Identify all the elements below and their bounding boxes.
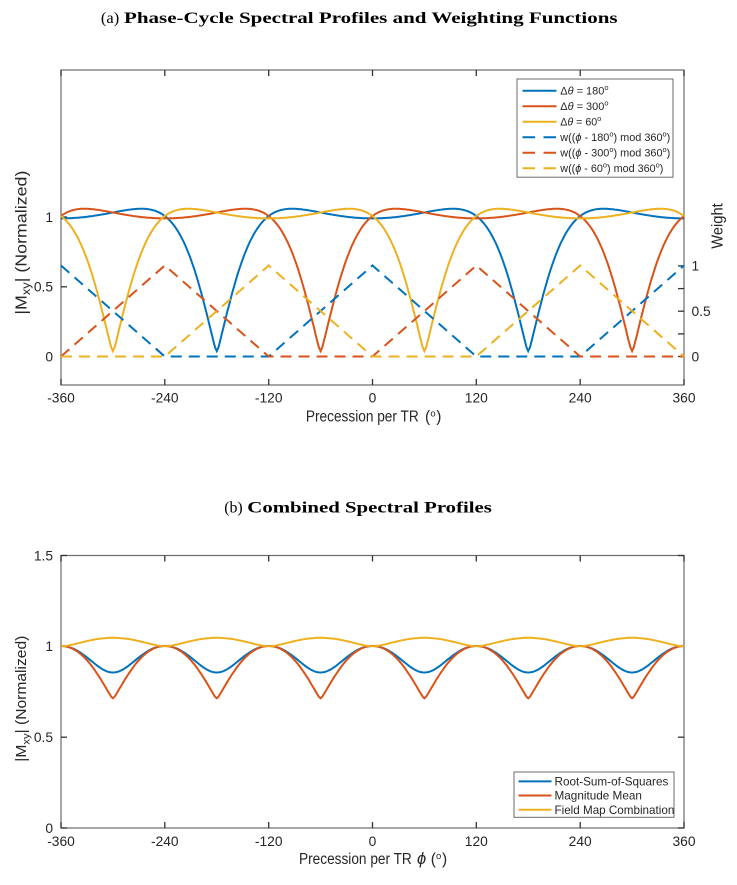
svg-text:1: 1 <box>45 639 53 654</box>
svg-text:0: 0 <box>45 821 53 836</box>
svg-text:360: 360 <box>672 391 695 406</box>
svg-text:|Mxy| (Normalized): |Mxy| (Normalized) <box>14 171 34 315</box>
svg-text:-240: -240 <box>151 834 179 849</box>
svg-text:): ) <box>436 409 441 426</box>
svg-text:0: 0 <box>369 834 377 849</box>
svg-text:Root-Sum-of-Squares: Root-Sum-of-Squares <box>555 776 669 789</box>
svg-text:360: 360 <box>672 834 695 849</box>
svg-text:1.5: 1.5 <box>34 548 54 563</box>
svg-text:0: 0 <box>369 391 377 406</box>
svg-text:-120: -120 <box>255 391 283 406</box>
svg-text:Δθ = 60o: Δθ = 60o <box>560 114 601 129</box>
svg-text:0: 0 <box>45 349 53 364</box>
svg-text:|Mxy| (Normalized): |Mxy| (Normalized) <box>14 636 33 762</box>
svg-text:w((ϕ - 300o) mod 360o): w((ϕ - 300o) mod 360o) <box>559 145 670 160</box>
svg-text:(a): (a) <box>101 10 119 27</box>
svg-text:240: 240 <box>569 391 592 406</box>
svg-text:Magnitude Mean: Magnitude Mean <box>555 790 642 803</box>
svg-text:o: o <box>436 851 441 862</box>
svg-text:1: 1 <box>45 210 53 225</box>
svg-text:Δθ = 300o: Δθ = 300o <box>560 99 608 114</box>
svg-text:-240: -240 <box>151 391 179 406</box>
svg-text:Phase-Cycle Spectral Profiles: Phase-Cycle Spectral Profiles and Weight… <box>124 10 618 27</box>
svg-text:Weight: Weight <box>709 203 726 249</box>
svg-text:Combined Spectral Profiles: Combined Spectral Profiles <box>247 500 492 517</box>
svg-text:(b): (b) <box>224 500 243 517</box>
svg-text:Δθ = 180o: Δθ = 180o <box>560 83 608 98</box>
svg-text:0.5: 0.5 <box>34 730 54 745</box>
svg-text:0: 0 <box>692 349 700 364</box>
svg-text:240: 240 <box>569 834 592 849</box>
svg-text:w((ϕ - 60o) mod 360o): w((ϕ - 60o) mod 360o) <box>559 161 663 176</box>
svg-text:Field Map Combination: Field Map Combination <box>555 804 675 817</box>
svg-text:ϕ: ϕ <box>417 850 426 868</box>
svg-text:120: 120 <box>465 834 488 849</box>
svg-text:(: ( <box>431 851 437 868</box>
svg-text:o: o <box>430 409 435 420</box>
svg-text:w((ϕ - 180o) mod 360o): w((ϕ - 180o) mod 360o) <box>559 130 670 145</box>
svg-text:(: ( <box>425 409 431 426</box>
svg-text:-120: -120 <box>255 834 283 849</box>
svg-text:Precession per TR: Precession per TR <box>306 409 419 426</box>
svg-text:1: 1 <box>692 259 700 274</box>
svg-text:-360: -360 <box>47 834 75 849</box>
svg-text:0.5: 0.5 <box>692 304 712 319</box>
svg-text:120: 120 <box>465 391 488 406</box>
svg-text:0.5: 0.5 <box>34 280 54 295</box>
svg-text:): ) <box>442 851 447 868</box>
svg-text:Precession per TR: Precession per TR <box>299 851 412 868</box>
svg-text:-360: -360 <box>47 391 75 406</box>
